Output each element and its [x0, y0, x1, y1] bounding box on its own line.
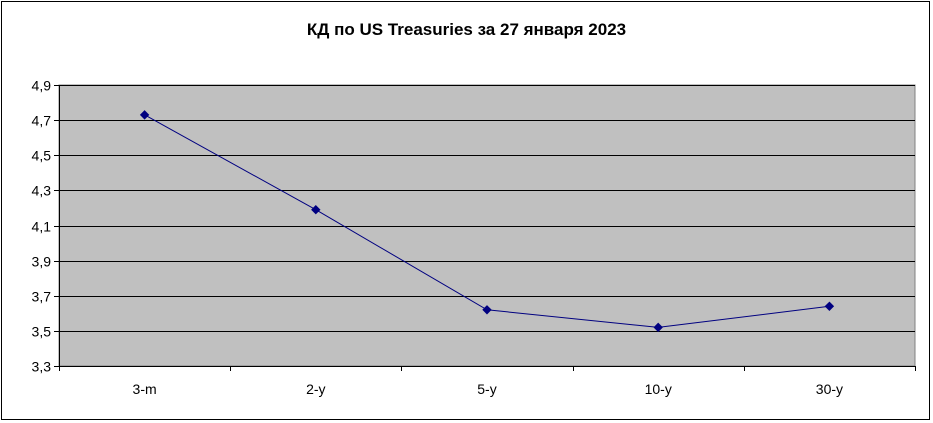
y-tick-label: 3,7 — [32, 289, 52, 305]
y-tick-label: 4,3 — [32, 183, 52, 199]
x-tick-label: 5-y — [477, 381, 496, 397]
y-tick-label: 4,1 — [32, 219, 52, 235]
y-tick-label: 3,5 — [32, 324, 52, 340]
data-point-marker — [139, 110, 150, 120]
grid-layer — [59, 85, 915, 332]
axis-layer: 3,3 3,5 3,7 3,9 4,1 4,3 4,5 4,7 4,9 3-m 2-y 5-y 10-y… — [32, 78, 916, 397]
x-tick-label: 10-y — [645, 381, 672, 397]
series-layer — [139, 110, 835, 333]
data-point-marker — [653, 322, 663, 333]
x-tick-label: 30-y — [816, 381, 843, 397]
y-tick-label: 4,7 — [32, 113, 52, 129]
y-tick-label: 4,9 — [32, 78, 52, 94]
y-tick-label: 3,3 — [32, 359, 52, 375]
data-point-marker — [311, 204, 321, 215]
plot-area — [58, 84, 916, 367]
data-point-marker — [824, 301, 835, 311]
data-point-marker — [482, 305, 492, 315]
chart-title: КД по US Treasuries за 27 января 2023 — [306, 20, 627, 39]
y-tick-label: 4,5 — [32, 148, 52, 164]
x-tick-label: 3-m — [133, 381, 157, 397]
x-tick-label: 2-y — [306, 381, 325, 397]
y-tick-label: 3,9 — [32, 254, 52, 270]
